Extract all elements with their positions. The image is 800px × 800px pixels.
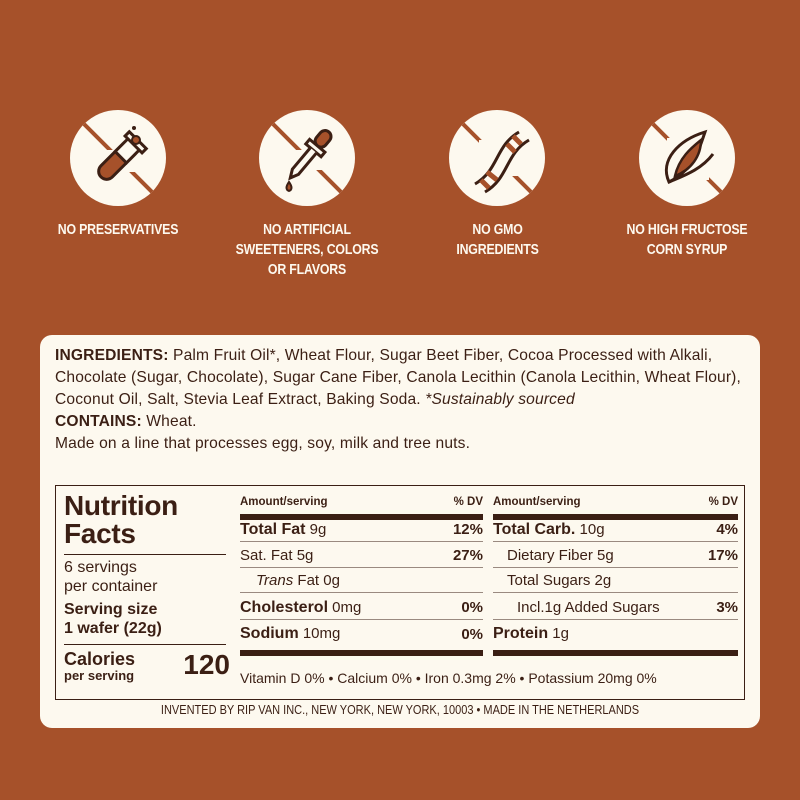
divider (240, 514, 483, 520)
nutrient-name: Sodium (240, 625, 299, 642)
serving-size-label: Serving size (64, 601, 158, 618)
nutrition-facts: Nutrition Facts 6 servings per container… (55, 485, 745, 700)
ingredients-text: Palm Fruit Oil*, Wheat Flour, Sugar Beet… (55, 347, 742, 408)
footer: INVENTED BY RIP VAN INC., NEW YORK, NEW … (160, 703, 640, 717)
nutrient-dv: 12% (452, 521, 483, 538)
nutrient-row: Cholesterol 0mg 0% (240, 596, 483, 620)
nutrient-name: Protein (493, 625, 549, 642)
nf-title: Nutrition (64, 490, 178, 521)
nutrient-name: Sat. Fat 5g (240, 547, 314, 564)
corn-icon (639, 110, 735, 206)
divider (493, 650, 738, 656)
nutrient-row: Sodium 10mg 0% (240, 622, 483, 646)
nutrient-row: Total Fat 9g 12% (240, 518, 483, 542)
nutrient-name: Cholesterol (240, 598, 329, 616)
dv-header: % DV (708, 496, 738, 508)
divider (493, 514, 738, 520)
contains-text: Wheat. (141, 413, 197, 430)
nutrient-name: Total Sugars 2g (507, 572, 612, 589)
label-panel: INGREDIENTS: Palm Fruit Oil*, Wheat Flou… (40, 335, 760, 728)
claim-label: NO PRESERVATIVES (57, 222, 179, 238)
nutrient-amount: 1g (548, 625, 569, 642)
nutrient-row: Incl.1g Added Sugars 3% (493, 596, 738, 620)
nutrient-row: Dietary Fiber 5g 17% (493, 544, 738, 568)
facility-text: Made on a line that processes egg, soy, … (55, 435, 471, 452)
nutrient-row: Total Sugars 2g (493, 569, 738, 593)
nutrient-dv: 4% (716, 521, 738, 538)
dv-header: % DV (453, 496, 483, 508)
nutrient-dv: 0% (461, 625, 483, 643)
calories-label: Calories (64, 649, 136, 669)
claim-label: NO GMO INGREDIENTS (456, 222, 539, 258)
ingredients-note: *Sustainably sourced (425, 391, 575, 408)
nutrient-dv: 17% (707, 547, 738, 564)
nutrient-dv: 27% (452, 547, 483, 564)
servings: 6 servings (64, 559, 137, 576)
serving-size: 1 wafer (22g) (64, 620, 162, 637)
amount-header: Amount/serving (240, 496, 328, 508)
dna-icon (449, 110, 545, 206)
nutrient-amount: 10mg (298, 625, 341, 642)
nutrient-dv: 0% (461, 599, 483, 616)
nutrient-name: Trans (256, 572, 294, 589)
test-tube-icon (70, 110, 166, 206)
nutrient-name: Total Fat (240, 520, 306, 538)
vitamins: Vitamin D 0% • Calcium 0% • Iron 0.3mg 2… (240, 670, 657, 686)
nutrient-amount: 9g (305, 520, 327, 538)
nutrient-name: Incl.1g Added Sugars (517, 599, 660, 616)
nutrient-amount: 0mg (328, 598, 362, 616)
nutrient-name: Total Carb. (493, 520, 576, 538)
divider (240, 650, 483, 656)
nutrient-row: Trans Fat 0g (240, 569, 483, 593)
nutrient-row: Sat. Fat 5g 27% (240, 544, 483, 568)
dropper-icon (259, 110, 355, 206)
nutrient-amount: 10g (575, 520, 605, 538)
calories-value: 120 (183, 649, 230, 680)
nutrient-dv: 3% (716, 599, 738, 616)
claim-label: NO HIGH FRUCTOSE CORN SYRUP (626, 222, 748, 258)
claim-label: NO ARTIFICIAL SWEETENERS, COLORS OR FLAV… (235, 222, 379, 278)
ingredients: INGREDIENTS: Palm Fruit Oil*, Wheat Flou… (55, 345, 750, 455)
servings: per container (64, 578, 158, 595)
calories-sub: per serving (64, 668, 135, 683)
nutrient-row: Total Carb. 10g 4% (493, 518, 738, 542)
nutrient-name: Dietary Fiber 5g (507, 547, 614, 564)
nutrient-row: Protein 1g (493, 622, 738, 646)
nutrient-amount: Fat 0g (293, 572, 340, 589)
contains-label: CONTAINS: (55, 413, 142, 430)
nf-title: Facts (64, 518, 136, 549)
amount-header: Amount/serving (493, 496, 581, 508)
ingredients-label: INGREDIENTS: (55, 347, 169, 364)
